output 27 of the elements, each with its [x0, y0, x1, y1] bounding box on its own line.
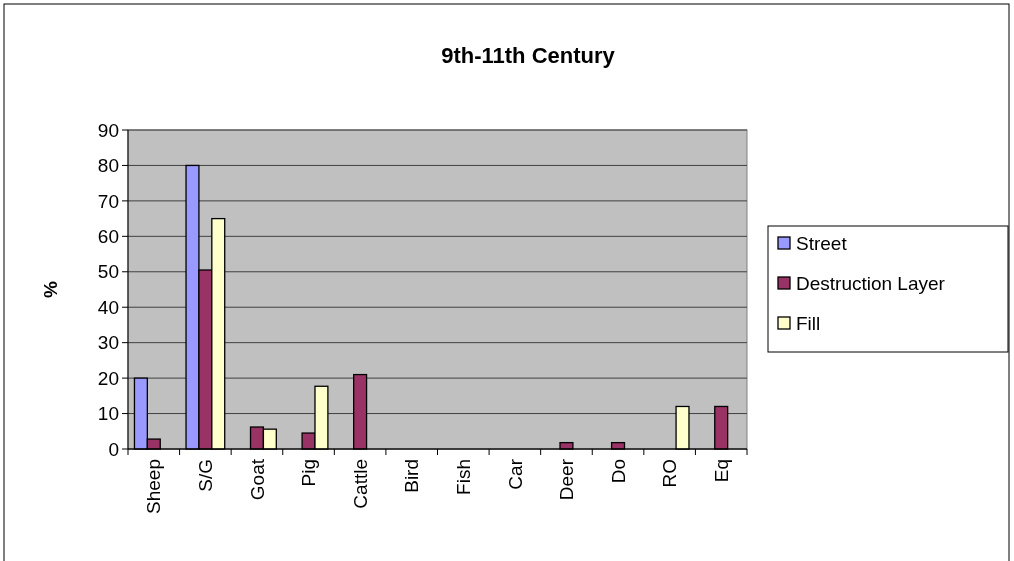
y-tick-label: 70 [97, 190, 119, 212]
y-axis-title: % [39, 280, 61, 298]
x-tick-label: Do [607, 459, 629, 484]
x-tick-label: Sheep [143, 459, 165, 514]
x-tick-label: S/G [195, 459, 217, 492]
x-tick-label: Deer [556, 458, 578, 501]
x-tick-label: Cattle [349, 459, 371, 509]
y-tick-label: 30 [97, 332, 119, 354]
legend-label: Fill [796, 312, 821, 334]
legend-label: Destruction Layer [796, 272, 946, 294]
x-tick-label: Fish [452, 459, 474, 495]
y-tick-label: 0 [108, 438, 119, 460]
x-tick-label: RO [659, 459, 681, 488]
y-tick-label: 80 [97, 155, 119, 177]
y-tick-label: 60 [97, 225, 119, 247]
legend-label: Street [796, 232, 848, 254]
x-tick-label: Goat [246, 458, 268, 501]
y-tick-label: 90 [97, 119, 119, 141]
y-tick-label: 50 [97, 261, 119, 283]
chart-title: 9th-11th Century [441, 43, 616, 68]
x-tick-label: Bird [401, 459, 423, 493]
y-tick-label: 10 [97, 403, 119, 425]
y-tick-label: 20 [97, 367, 119, 389]
x-tick-label: Eq [710, 459, 732, 483]
x-tick-label: Pig [298, 459, 320, 487]
y-tick-label: 40 [97, 296, 119, 318]
x-tick-label: Car [504, 458, 526, 490]
